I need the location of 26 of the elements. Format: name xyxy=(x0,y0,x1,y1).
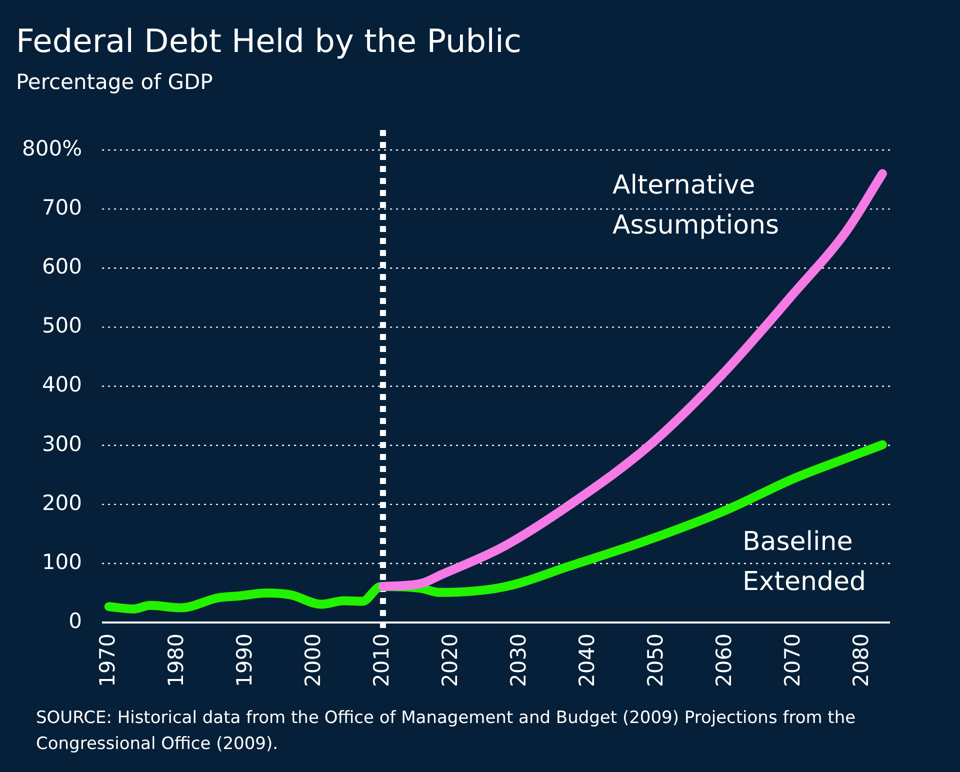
x-tick-label: 1990 xyxy=(232,634,256,688)
x-tick-label: 2000 xyxy=(300,634,325,688)
x-tick-label: 1980 xyxy=(164,634,188,688)
y-tick-label: 600 xyxy=(42,254,82,279)
x-tick-label: 2060 xyxy=(712,634,736,688)
y-tick-label: 400 xyxy=(42,372,82,397)
y-tick-label: 300 xyxy=(42,432,82,456)
x-tick-label: 2040 xyxy=(574,634,599,688)
chart-title: Federal Debt Held by the Public xyxy=(16,22,522,60)
y-tick-label: 700 xyxy=(42,196,82,220)
y-tick-label: 200 xyxy=(42,490,82,515)
x-tick-label: 2080 xyxy=(849,634,874,688)
x-tick-label: 2030 xyxy=(506,634,530,688)
chart-subtitle: Percentage of GDP xyxy=(16,70,213,94)
x-tick-label: 2020 xyxy=(438,634,462,688)
x-tick-label: 2050 xyxy=(643,634,668,688)
y-tick-label: 500 xyxy=(42,314,82,338)
x-tick-label: 1970 xyxy=(95,634,120,688)
y-tick-label: 100 xyxy=(42,550,82,574)
series-label: Alternative Assumptions xyxy=(612,170,780,241)
y-tick-label: 0 xyxy=(68,609,82,634)
x-tick-label: 2010 xyxy=(369,634,394,688)
source-note: SOURCE: Historical data from the Office of Management and Budget (2009) Projections from the Congressional Office (2009). xyxy=(36,707,857,756)
x-tick-label: 2070 xyxy=(780,634,805,688)
y-tick-label: 800% xyxy=(22,136,82,160)
series-label: Baseline Extended xyxy=(742,526,866,597)
